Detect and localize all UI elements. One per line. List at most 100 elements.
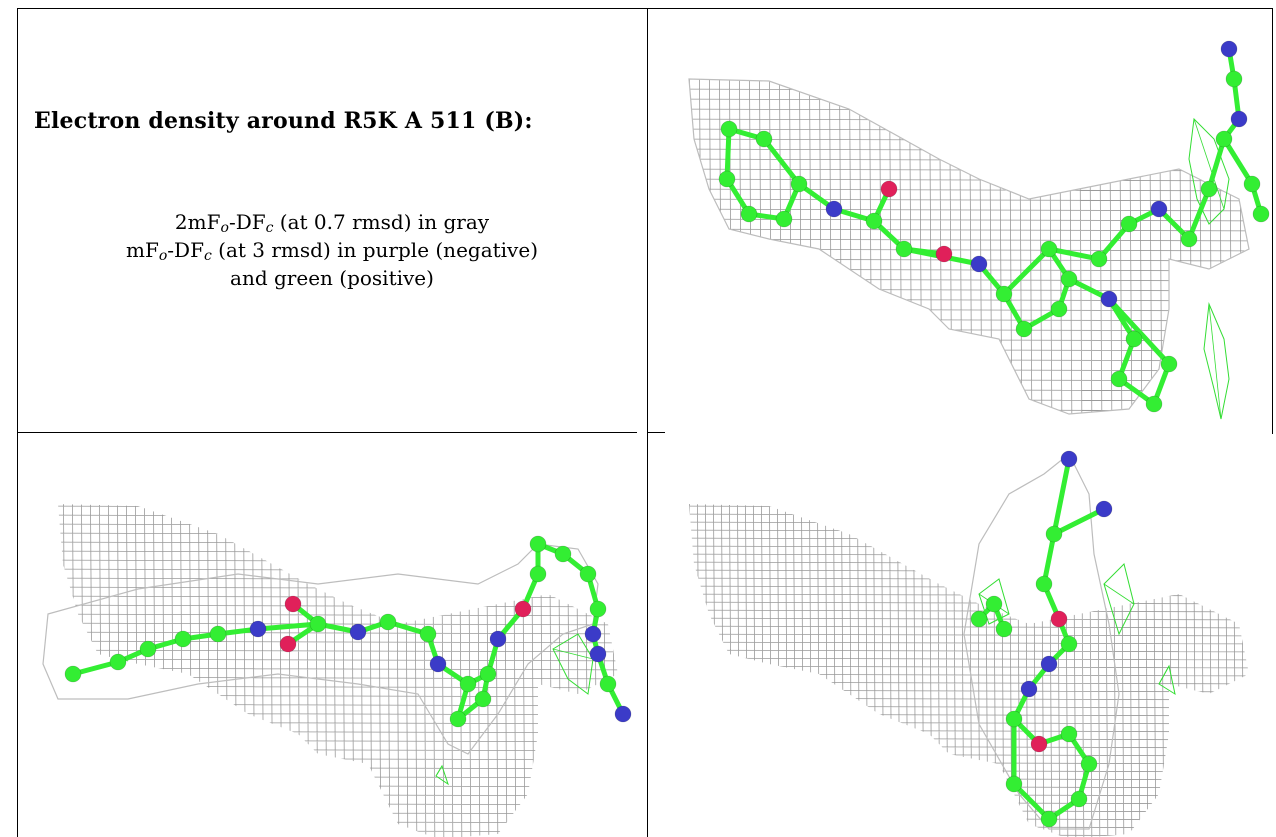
carbon-atom	[1225, 70, 1243, 88]
oxygen-atom	[279, 635, 297, 653]
carbon-atom	[479, 665, 497, 683]
carbon-atom	[995, 620, 1013, 638]
carbon-atom	[1015, 320, 1033, 338]
gray-density-mesh	[689, 504, 1249, 837]
positive-density-blob-strut	[552, 648, 594, 660]
carbon-atom	[790, 175, 808, 193]
carbon-atom	[1040, 810, 1058, 828]
positive-density-speck-strut	[1158, 665, 1170, 685]
carbon-atom	[1060, 725, 1078, 743]
carbon-atom	[109, 653, 127, 671]
carbon-atom	[1200, 180, 1218, 198]
oxygen-atom	[284, 595, 302, 613]
nitrogen-atom	[249, 620, 267, 638]
carbon-atom	[1160, 355, 1178, 373]
carbon-atom	[1035, 575, 1053, 593]
caption-line-2fo: 2mFo-DFc (at 0.7 rmsd) in gray	[174, 210, 490, 236]
carbon-atom	[1110, 370, 1128, 388]
bond	[1046, 246, 1102, 262]
bond	[1041, 531, 1057, 587]
positive-density-blob	[552, 633, 594, 695]
carbon-atom	[379, 613, 397, 631]
carbon-atom	[1252, 205, 1270, 223]
nitrogen-atom	[1040, 655, 1058, 673]
density-view-front	[688, 40, 1270, 420]
figure-table: Electron density around R5K A 511 (B): 2…	[17, 8, 1273, 837]
carbon-atom	[1243, 175, 1261, 193]
gray-density-mesh-outline	[42, 543, 599, 755]
carbon-atom	[995, 285, 1013, 303]
oxygen-atom	[514, 600, 532, 618]
carbon-atom	[64, 665, 82, 683]
carbon-atom	[449, 710, 467, 728]
table-border-middle	[647, 8, 648, 837]
table-border-right	[1272, 8, 1273, 434]
carbon-atom	[1040, 240, 1058, 258]
bond	[1221, 136, 1255, 187]
carbon-atom	[895, 240, 913, 258]
carbon-atom	[529, 535, 547, 553]
carbon-atom	[1060, 270, 1078, 288]
nitrogen-atom	[489, 630, 507, 648]
carbon-atom	[1120, 215, 1138, 233]
table-row-divider-stub	[647, 432, 665, 433]
carbon-atom	[740, 205, 758, 223]
nitrogen-atom	[589, 645, 607, 663]
oxygen-atom	[880, 180, 898, 198]
gray-density-mesh-outline	[688, 78, 1250, 415]
carbon-atom	[589, 600, 607, 618]
carbon-atom	[1180, 230, 1198, 248]
density-panel-bottom-left	[18, 434, 646, 837]
positive-density-blob-strut	[1193, 118, 1225, 210]
carbon-atom	[720, 120, 738, 138]
carbon-atom	[1005, 775, 1023, 793]
bond	[255, 621, 321, 632]
nitrogen-atom	[349, 623, 367, 641]
positive-density-speck-strut	[435, 765, 443, 777]
carbon-atom	[1070, 790, 1088, 808]
bond	[1206, 136, 1227, 192]
carbon-atom	[1045, 525, 1063, 543]
bond	[1051, 456, 1072, 537]
carbon-atom	[459, 675, 477, 693]
nitrogen-atom	[1230, 110, 1248, 128]
positive-density-blob	[1188, 117, 1230, 225]
oxygen-atom	[1030, 735, 1048, 753]
gray-density-mesh	[58, 504, 618, 837]
caption-line-fo: mFo-DFc (at 3 rmsd) in purple (negative)	[126, 238, 538, 264]
carbon-atom	[1145, 395, 1163, 413]
carbon-atom	[1005, 710, 1023, 728]
positive-density-blob-strut	[1103, 583, 1135, 605]
table-row-divider	[17, 432, 637, 433]
nitrogen-atom	[825, 200, 843, 218]
carbon-atom	[1215, 130, 1233, 148]
oxygen-atom	[1050, 610, 1068, 628]
caption-body: 2mFo-DFc (at 0.7 rmsd) in gray mFo-DFc (…	[17, 208, 647, 292]
bond	[1106, 296, 1172, 367]
carbon-atom	[775, 210, 793, 228]
oxygen-atom	[935, 245, 953, 263]
carbon-atom	[309, 615, 327, 633]
nitrogen-atom	[1100, 290, 1118, 308]
gray-density-mesh	[689, 79, 1249, 414]
carbon-atom	[139, 640, 157, 658]
density-panel-top-right	[649, 9, 1271, 431]
carbon-atom	[174, 630, 192, 648]
carbon-atom	[209, 625, 227, 643]
bond	[1011, 781, 1052, 822]
carbon-atom	[599, 675, 617, 693]
carbon-atom	[1050, 300, 1068, 318]
table-border-left	[17, 8, 18, 837]
density-view-end	[689, 450, 1249, 837]
caption-cell: Electron density around R5K A 511 (B): 2…	[17, 8, 647, 432]
carbon-atom	[1060, 635, 1078, 653]
carbon-atom	[865, 212, 883, 230]
carbon-atom	[529, 565, 547, 583]
nitrogen-atom	[1150, 200, 1168, 218]
nitrogen-atom	[1020, 680, 1038, 698]
table-border-top	[17, 8, 1273, 9]
nitrogen-atom	[1060, 450, 1078, 468]
caption-title: Electron density around R5K A 511 (B):	[34, 108, 533, 134]
positive-density-streak-strut	[1208, 303, 1222, 420]
carbon-atom	[474, 690, 492, 708]
